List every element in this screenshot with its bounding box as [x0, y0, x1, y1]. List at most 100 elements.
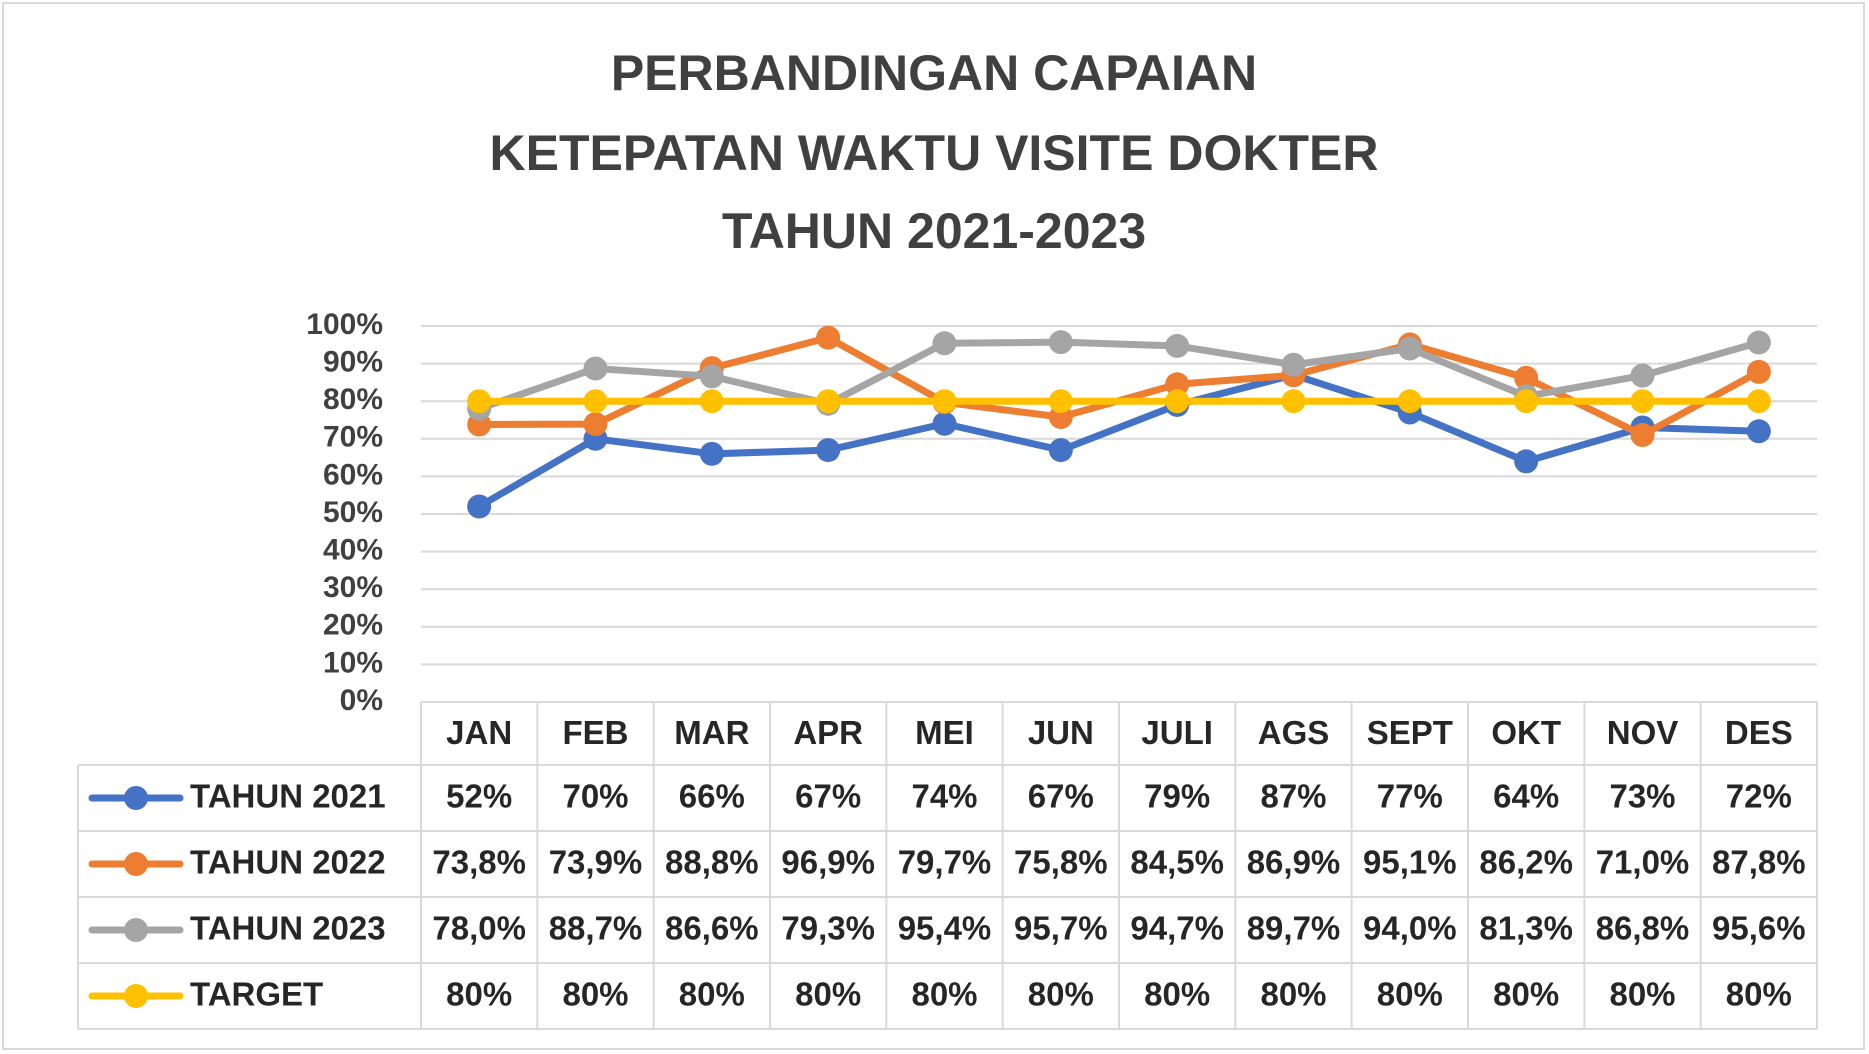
data-cell-label: 87% [1260, 778, 1326, 815]
data-cell-label: 80% [1377, 976, 1443, 1013]
x-category-label: AGS [1258, 714, 1330, 751]
data-point [699, 441, 724, 466]
data-cell-label: 80% [1493, 976, 1559, 1013]
x-category-label: MAR [674, 714, 749, 751]
data-table: JAN FEB MAR APR MEI JUN JULI AGS SEPT OKT NOV DES TA… [77, 701, 1818, 1030]
data-cell-label: 88,8% [665, 844, 759, 881]
chart-title-line: TAHUN 2021-2023 [722, 203, 1146, 259]
data-cell-label: 94,0% [1363, 910, 1457, 947]
data-cell-label: 67% [1028, 778, 1094, 815]
data-cell-label: 96,9% [781, 844, 875, 881]
y-tick-label: 100% [306, 308, 383, 341]
data-cell-label: 77% [1377, 778, 1443, 815]
data-cell-label: 74% [911, 778, 977, 815]
data-point [1165, 333, 1190, 358]
y-tick-label: 30% [323, 571, 383, 604]
data-cell-label: 80% [1028, 976, 1094, 1013]
y-tick-label: 50% [323, 496, 383, 529]
data-point [932, 389, 957, 414]
data-point [932, 331, 957, 356]
data-point [1746, 389, 1771, 414]
data-cell-label: 80% [795, 976, 861, 1013]
legend-marker-key [124, 918, 148, 942]
data-point [1048, 330, 1073, 355]
data-point [932, 411, 957, 436]
data-point [467, 389, 492, 414]
data-point [467, 494, 492, 519]
x-category-label: SEPT [1367, 714, 1453, 751]
data-cell-label: 95,1% [1363, 844, 1457, 881]
y-tick-label: 60% [323, 458, 383, 491]
data-cell-label: 79% [1144, 778, 1210, 815]
data-point [816, 438, 841, 463]
data-cell-label: 64% [1493, 778, 1559, 815]
data-cell-label: 67% [795, 778, 861, 815]
data-point [583, 412, 608, 437]
data-cell-label: 79,3% [781, 910, 875, 947]
series-name-label: TARGET [190, 976, 323, 1013]
data-cell-label: 66% [679, 778, 745, 815]
y-axis-ticks: 0% 10% 20% 30% 40% 50% 60% 70% 80% 90% 100% [306, 308, 383, 717]
x-category-label: APR [793, 714, 863, 751]
data-point [1630, 423, 1655, 448]
data-point [1397, 336, 1422, 361]
data-cell-label: 86,2% [1479, 844, 1573, 881]
y-tick-label: 10% [323, 646, 383, 679]
data-cell-label: 80% [1726, 976, 1792, 1013]
data-point [1165, 389, 1190, 414]
series-line [475, 338, 1763, 413]
data-cell-label: 95,4% [898, 910, 992, 947]
data-point [583, 389, 608, 414]
data-cell-label: 87,8% [1712, 844, 1806, 881]
data-cell-label: 95,6% [1712, 910, 1806, 947]
data-cell-label: 86,9% [1247, 844, 1341, 881]
data-point [1281, 389, 1306, 414]
x-category-label: JUN [1028, 714, 1094, 751]
data-point [1514, 449, 1539, 474]
data-point [1630, 389, 1655, 414]
data-cell-label: 73,9% [549, 844, 643, 881]
data-cell-label: 52% [446, 778, 512, 815]
data-point [1514, 389, 1539, 414]
data-cell-label: 86,8% [1596, 910, 1690, 947]
data-point [1048, 389, 1073, 414]
series-name-label: TAHUN 2023 [190, 910, 386, 947]
y-tick-label: 90% [323, 346, 383, 379]
data-cell-label: 80% [911, 976, 977, 1013]
data-cell-label: 84,5% [1130, 844, 1224, 881]
chart-title: PERBANDINGAN CAPAIAN KETEPATAN WAKTU VISI… [490, 45, 1379, 259]
data-cell-label: 75,8% [1014, 844, 1108, 881]
data-cell-label: 89,7% [1247, 910, 1341, 947]
data-point [1746, 330, 1771, 355]
data-point [1630, 363, 1655, 388]
x-category-label: JULI [1141, 714, 1213, 751]
data-cell-label: 95,7% [1014, 910, 1108, 947]
series-name-label: TAHUN 2022 [190, 844, 386, 881]
data-cell-label: 94,7% [1130, 910, 1224, 947]
x-category-label: OKT [1491, 714, 1561, 751]
data-cell-label: 71,0% [1596, 844, 1690, 881]
data-point [1746, 359, 1771, 384]
data-cell-label: 80% [1144, 976, 1210, 1013]
legend-marker-key [124, 786, 148, 810]
data-point [1514, 365, 1539, 390]
data-cell-label: 81,3% [1479, 910, 1573, 947]
data-cell-label: 73% [1609, 778, 1675, 815]
data-cell-label: 79,7% [898, 844, 992, 881]
data-point [1397, 389, 1422, 414]
chart-title-line: KETEPATAN WAKTU VISITE DOKTER [490, 125, 1379, 181]
x-category-label: MEI [915, 714, 974, 751]
data-point [1746, 419, 1771, 444]
data-cell-label: 86,6% [665, 910, 759, 947]
data-point [699, 389, 724, 414]
data-cell-label: 78,0% [432, 910, 526, 947]
series-name-label: TAHUN 2021 [190, 778, 386, 815]
data-point [583, 356, 608, 381]
data-cell-label: 80% [1609, 976, 1675, 1013]
data-cell-label: 80% [562, 976, 628, 1013]
data-cell-label: 80% [1260, 976, 1326, 1013]
legend-marker-key [124, 852, 148, 876]
data-cell-label: 80% [446, 976, 512, 1013]
data-point [816, 325, 841, 350]
